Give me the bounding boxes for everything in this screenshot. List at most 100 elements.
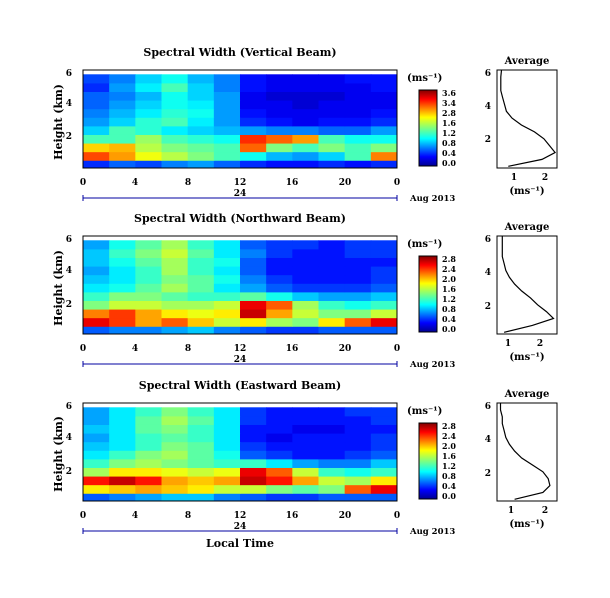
- heatmap-cell: [135, 476, 162, 486]
- heatmap-cell: [187, 458, 215, 468]
- heatmap-cell: [266, 283, 293, 293]
- heatmap-cell: [161, 484, 189, 494]
- x-tick-label: 0: [394, 344, 400, 354]
- heatmap-cell: [187, 151, 215, 161]
- heatmap-cell: [213, 125, 241, 135]
- heatmap-cell: [109, 433, 136, 443]
- heatmap-cell: [135, 143, 162, 153]
- average-profile-line: [501, 236, 555, 333]
- heatmap-cell: [292, 117, 319, 127]
- heatmap-cell: [83, 441, 110, 451]
- heatmap-cell: [370, 248, 398, 258]
- heatmap-cell: [318, 450, 346, 460]
- heatmap-cell: [213, 248, 241, 258]
- average-y-tick: 6: [485, 69, 491, 79]
- heatmap-cell: [292, 291, 319, 301]
- heatmap-cell: [318, 100, 346, 110]
- heatmap-cell: [161, 108, 189, 118]
- heatmap-cell: [370, 283, 398, 293]
- heatmap-cell: [240, 441, 267, 451]
- x-ticks: 0 4 8 12 16 20 0: [80, 344, 400, 354]
- heatmap-cell: [83, 291, 110, 301]
- heatmap-cell: [292, 143, 319, 153]
- heatmap-cell: [318, 151, 346, 161]
- heatmap-cell: [135, 467, 162, 477]
- heatmap-cell: [161, 151, 189, 161]
- x-ticks: 0 4 8 12 16 20 0: [80, 178, 400, 188]
- y-axis-label: Height (km): [52, 250, 65, 326]
- heatmap-cell: [344, 300, 372, 310]
- colorbar-tick: 0.0: [442, 491, 456, 501]
- heatmap-cell: [266, 493, 293, 502]
- heatmap-cell: [161, 441, 189, 451]
- heatmap-cell: [318, 291, 346, 301]
- heatmap-cell: [344, 424, 372, 434]
- heatmap-cell: [187, 467, 215, 477]
- heatmap-cell: [187, 283, 215, 293]
- heatmap-cell: [318, 407, 346, 417]
- average-frame: [496, 402, 558, 502]
- heatmap-cell: [344, 450, 372, 460]
- date-label: Aug 2013: [409, 194, 455, 204]
- heatmap-cell: [240, 291, 267, 301]
- colorbar-unit: (ms⁻¹): [407, 73, 442, 84]
- heatmap-cell: [344, 266, 372, 276]
- heatmap-cell: [83, 476, 110, 486]
- heatmap-cell: [344, 160, 372, 169]
- heatmap-cell: [344, 467, 372, 477]
- heatmap-cell: [240, 283, 267, 293]
- colorbar-unit: (ms⁻¹): [407, 239, 442, 250]
- heatmap-cell: [240, 257, 267, 267]
- heatmap-cell: [187, 450, 215, 460]
- heatmap-cell: [187, 143, 215, 153]
- heatmap-cell: [344, 415, 372, 425]
- heatmap-cell: [318, 476, 346, 486]
- heatmap-cell: [213, 291, 241, 301]
- x-tick-label: 12: [234, 344, 247, 354]
- heatmap-cell: [109, 326, 136, 335]
- heatmap-cell: [109, 424, 136, 434]
- heatmap-cell: [109, 476, 136, 486]
- heatmap-cell: [109, 291, 136, 301]
- x-tick-label: 0: [80, 178, 86, 188]
- colorbar-tick: 0.8: [442, 304, 456, 314]
- heatmap-cell: [344, 248, 372, 258]
- heatmap-cell: [161, 467, 189, 477]
- heatmap-cell: [266, 291, 293, 301]
- colorbar-tick: 3.6: [442, 88, 456, 98]
- heatmap-cell: [292, 415, 319, 425]
- y-ticks: 6 4 2: [66, 235, 72, 310]
- x-tick-label: 0: [394, 178, 400, 188]
- heatmap-cell: [213, 160, 241, 169]
- panel-title: Spectral Width (Vertical Beam): [143, 46, 336, 59]
- heatmap-cell: [109, 91, 136, 101]
- heatmap-cell: [109, 266, 136, 276]
- x-axis-label: Local Time: [206, 537, 274, 550]
- heatmap-cell: [213, 283, 241, 293]
- y-tick-label: 2: [66, 467, 72, 477]
- heatmap-cell: [292, 91, 319, 101]
- heatmap-cell: [135, 108, 162, 118]
- heatmap-cell: [292, 257, 319, 267]
- heatmap-cell: [318, 326, 346, 335]
- heatmap-cell: [370, 257, 398, 267]
- heatmap-cell: [83, 300, 110, 310]
- heatmap-cell: [213, 415, 241, 425]
- y-ticks: 6 4 2: [66, 69, 72, 142]
- heatmap-cell: [266, 74, 293, 84]
- heatmap-cell: [318, 317, 346, 327]
- heatmap-cell: [240, 309, 267, 319]
- plot-frame: [82, 235, 398, 335]
- heatmap-cell: [109, 240, 136, 250]
- heatmap-cell: [344, 143, 372, 153]
- heatmap-cell: [83, 257, 110, 267]
- heatmap-cell: [292, 317, 319, 327]
- heatmap-cell: [135, 274, 162, 284]
- heatmap-cell: [318, 266, 346, 276]
- heatmap-cell: [240, 240, 267, 250]
- heatmap-cell: [318, 125, 346, 135]
- heatmap-cell: [292, 458, 319, 468]
- heatmap-cell: [83, 415, 110, 425]
- heatmap-cell: [213, 484, 241, 494]
